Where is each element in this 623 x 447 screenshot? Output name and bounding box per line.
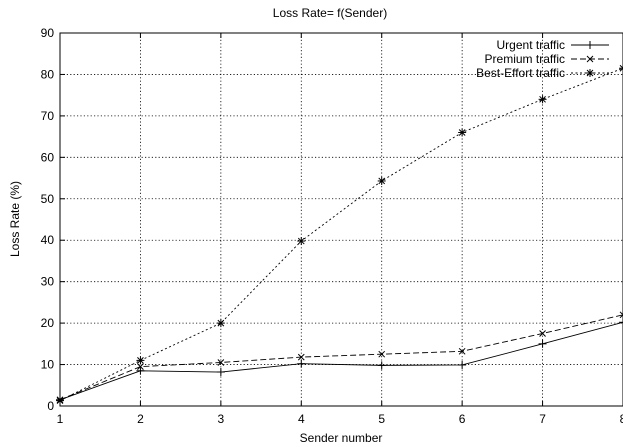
y-tick-label: 90	[41, 26, 55, 40]
point-marker-d2	[378, 177, 386, 185]
point-marker-d2	[217, 319, 225, 327]
x-tick-label: 1	[57, 412, 64, 426]
legend-label: Best-Effort traffic	[476, 66, 565, 80]
data-point	[619, 318, 623, 327]
point-marker-d2	[619, 314, 623, 319]
point-marker-d2	[137, 357, 144, 364]
y-tick-label: 30	[41, 275, 55, 289]
data-point	[136, 356, 145, 365]
series-line	[59, 321, 623, 401]
x-tick-label: 8	[620, 412, 623, 426]
data-point	[297, 353, 305, 361]
legend-item: Urgent traffic	[497, 38, 609, 52]
data-point	[137, 363, 144, 370]
data-point	[297, 359, 306, 368]
data-point	[216, 319, 225, 328]
x-tick-label: 6	[459, 412, 466, 426]
y-tick-label: 40	[41, 233, 55, 247]
data-series	[56, 64, 623, 405]
data-point	[56, 396, 64, 405]
data-point	[297, 237, 306, 246]
data-point	[619, 64, 623, 73]
chart-title: Loss Rate= f(Sender)	[273, 6, 387, 20]
data-point	[539, 330, 546, 337]
data-point	[619, 311, 623, 319]
point-marker-d2	[458, 347, 466, 355]
y-tick-label: 60	[41, 150, 55, 164]
data-point	[136, 366, 145, 375]
x-tick-label: 5	[378, 412, 385, 426]
data-point	[378, 350, 386, 358]
data-point	[458, 360, 467, 369]
data-point	[458, 128, 467, 137]
y-tick-label: 0	[47, 399, 54, 413]
legend-label: Premium traffic	[485, 52, 565, 66]
x-tick-label: 7	[539, 412, 546, 426]
legend-marker-d2	[586, 55, 594, 63]
point-marker-d2	[297, 237, 305, 245]
point-marker-d2	[539, 95, 546, 103]
y-tick-label: 20	[41, 316, 55, 330]
y-tick-label: 10	[41, 358, 55, 372]
axis-ticks: 123456780102030405060708090	[41, 26, 623, 426]
data-point	[377, 361, 386, 370]
point-marker-d2	[378, 350, 386, 358]
data-point	[538, 95, 547, 104]
point-marker-d2	[217, 359, 225, 366]
data-point	[458, 347, 466, 355]
x-tick-label: 2	[137, 412, 144, 426]
point-marker-d2	[458, 129, 466, 136]
legend-item: Premium traffic	[485, 52, 609, 66]
series-2	[56, 64, 623, 405]
y-axis-label: Loss Rate (%)	[8, 181, 22, 257]
y-tick-label: 50	[41, 192, 55, 206]
point-marker-d2	[297, 353, 305, 361]
y-tick-label: 80	[41, 67, 55, 81]
legend-label: Urgent traffic	[497, 38, 565, 52]
series-line	[59, 314, 623, 401]
data-point	[377, 176, 386, 185]
legend-marker-d2	[586, 69, 594, 77]
grid-lines	[60, 33, 623, 406]
point-marker-d2	[137, 363, 144, 370]
x-tick-label: 4	[298, 412, 305, 426]
x-axis-label: Sender number	[300, 431, 383, 445]
data-point	[216, 368, 225, 377]
legend-item: Best-Effort traffic	[476, 66, 609, 80]
plot-frame	[59, 32, 623, 407]
point-marker-d1	[619, 64, 623, 69]
data-point	[538, 339, 547, 348]
x-tick-label: 3	[218, 412, 225, 426]
y-tick-label: 70	[41, 109, 55, 123]
data-point	[217, 359, 225, 366]
point-marker-d1	[619, 311, 623, 316]
series-1	[56, 311, 623, 404]
series-line	[59, 67, 623, 402]
point-marker-d2	[619, 67, 623, 72]
point-marker-d2	[56, 397, 64, 404]
point-marker-d2	[539, 330, 546, 337]
